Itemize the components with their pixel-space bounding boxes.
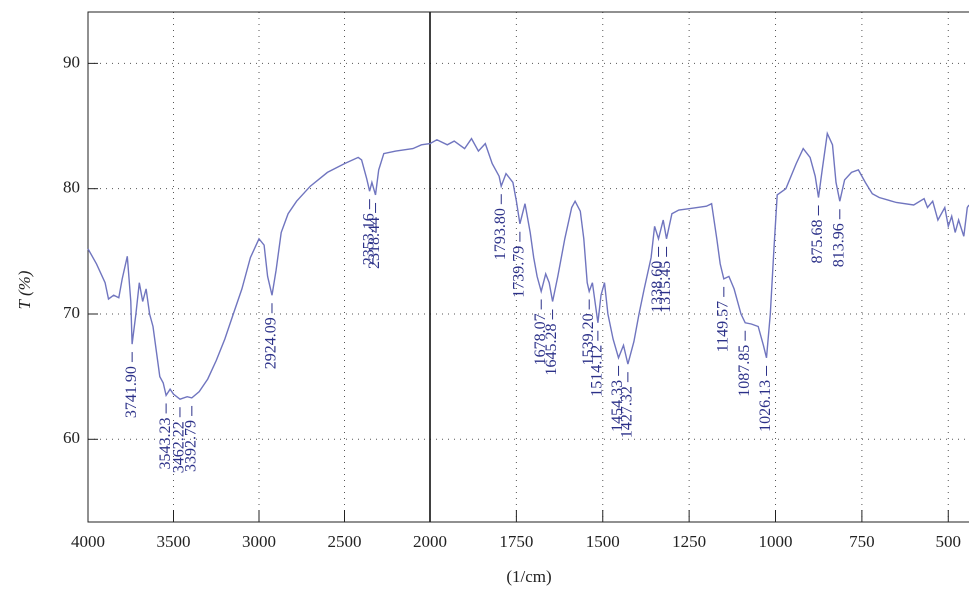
annotation-label: 1087.85: [736, 345, 753, 397]
x-tick-label: 750: [849, 532, 875, 551]
x-tick-label: 1250: [672, 532, 706, 551]
annotation-label: 1315.45: [657, 261, 674, 313]
x-axis-label: (1/cm): [506, 567, 551, 586]
y-tick-label: 70: [63, 303, 80, 322]
x-tick-label: 1500: [586, 532, 620, 551]
annotation-label: 1026.13: [757, 380, 774, 432]
x-tick-label: 3500: [157, 532, 191, 551]
annotation-label: 1427.32: [619, 386, 636, 438]
x-tick-label: 4000: [71, 532, 105, 551]
x-tick-label: 1000: [759, 532, 793, 551]
annotation-label: 2924.09: [263, 317, 280, 369]
annotation-label: 1739.79: [511, 246, 528, 298]
x-tick-label: 500: [936, 532, 962, 551]
annotation-label: 1645.28: [543, 323, 560, 375]
annotation-label: 2353.16: [360, 213, 377, 265]
annotation-label: 3741.90: [123, 366, 140, 418]
y-axis-label: T (%): [15, 270, 34, 309]
y-tick-label: 90: [63, 52, 80, 71]
annotation-label: 3392.79: [183, 420, 200, 472]
annotation-label: 1454.33: [609, 380, 626, 432]
annotation-label: 3543.23: [157, 417, 174, 469]
annotation-label: 1678.07: [532, 313, 549, 365]
plot-frame: [87, 11, 969, 523]
y-tick-label: 60: [63, 428, 80, 447]
spectrum-line: [87, 131, 969, 400]
x-tick-label: 2000: [413, 532, 447, 551]
annotation-label: 1149.57: [715, 301, 732, 352]
annotation-label: 1539.20: [580, 313, 597, 365]
annotation-label: 2318.44: [366, 217, 383, 269]
annotation-label: 875.68: [809, 219, 826, 263]
annotation-label: 1793.80: [492, 208, 509, 260]
annotation-label: 813.96: [830, 223, 847, 267]
x-tick-label: 1750: [499, 532, 533, 551]
annotation-label: 1514.12: [589, 345, 606, 397]
annotation-label: 3462.22: [171, 421, 188, 473]
x-tick-label: 2500: [328, 532, 362, 551]
x-tick-label: 3000: [242, 532, 276, 551]
annotation-label: 1338.60: [649, 261, 666, 313]
y-tick-label: 80: [63, 178, 80, 197]
